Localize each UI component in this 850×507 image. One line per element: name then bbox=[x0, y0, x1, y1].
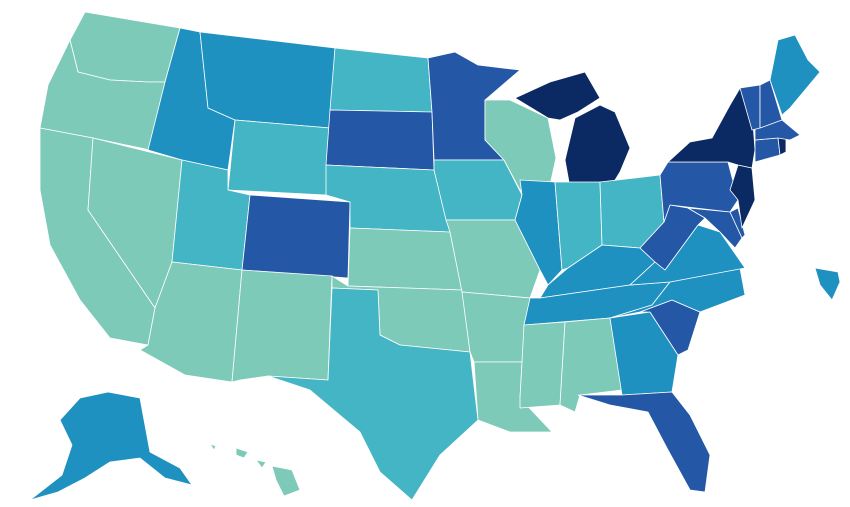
state-nh bbox=[759, 79, 783, 129]
state-ct bbox=[754, 137, 781, 163]
state-ak bbox=[29, 391, 193, 501]
state-sd bbox=[325, 109, 435, 171]
state-ga bbox=[609, 311, 679, 396]
state-tx bbox=[267, 287, 479, 501]
state-hi bbox=[209, 443, 301, 497]
state-co bbox=[241, 194, 351, 279]
state-me bbox=[769, 34, 821, 116]
state-nd bbox=[329, 47, 433, 113]
state-nm bbox=[231, 269, 333, 383]
state-ms bbox=[519, 321, 566, 409]
state-pr bbox=[814, 267, 841, 301]
state-ar bbox=[461, 291, 531, 363]
state-ny bbox=[667, 87, 756, 169]
state-wa bbox=[69, 11, 181, 83]
state-fl bbox=[577, 391, 711, 493]
state-ks bbox=[347, 227, 463, 291]
state-mi bbox=[514, 71, 631, 189]
state-mt bbox=[199, 31, 336, 129]
state-wy bbox=[227, 119, 331, 196]
state-de bbox=[729, 207, 746, 239]
